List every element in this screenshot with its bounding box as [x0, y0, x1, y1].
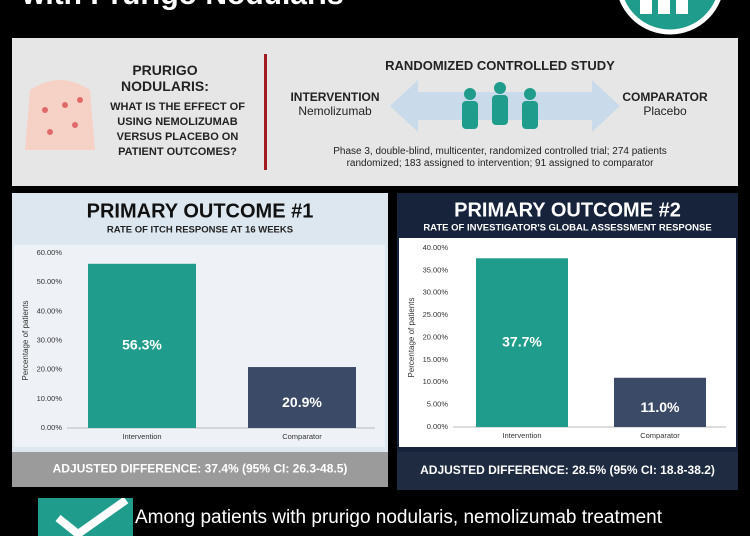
- y-tick-label: 5.00%: [427, 400, 449, 409]
- question-text: WHAT IS THE EFFECT OF USING NEMOLIZUMAB …: [110, 101, 245, 158]
- y-tick-label: 0.00%: [41, 423, 63, 432]
- conclusion: Among patients with prurigo nodularis, n…: [135, 507, 662, 528]
- study-title: RANDOMIZED CONTROLLED STUDY: [385, 58, 615, 73]
- body-icon: [25, 80, 95, 150]
- bar: [248, 367, 356, 428]
- y-tick-label: 10.00%: [37, 394, 63, 403]
- y-tick-label: 20.00%: [423, 332, 449, 341]
- y-tick-label: 0.00%: [427, 422, 449, 431]
- divider: [264, 54, 267, 170]
- page-title: with Prurigo Nodularis: [22, 0, 344, 12]
- y-tick-label: 30.00%: [423, 288, 449, 297]
- value-label: 37.7%: [502, 333, 542, 349]
- x-tick-label: Comparator: [640, 431, 680, 440]
- y-tick-label: 35.00%: [423, 265, 449, 274]
- value-label: 11.0%: [641, 399, 680, 415]
- y-tick-label: 40.00%: [37, 306, 63, 315]
- arrow: [390, 80, 620, 132]
- study-panel: [12, 38, 738, 186]
- y-axis-label: Percentage of patients: [21, 300, 30, 380]
- y-tick-label: 25.00%: [423, 310, 449, 319]
- chart-title: PRIMARY OUTCOME #1: [87, 200, 314, 222]
- y-tick-label: 20.00%: [37, 365, 63, 374]
- y-tick-label: 40.00%: [423, 243, 449, 252]
- comparator-label: COMPARATOR: [622, 90, 708, 104]
- x-tick-label: Comparator: [282, 432, 322, 441]
- intervention: Nemolizumab: [298, 104, 372, 118]
- question-topic: PRURIGO NODULARIS:: [121, 62, 209, 94]
- intervention-label: INTERVENTION: [290, 90, 380, 104]
- footer-bar: [397, 452, 738, 490]
- footer-text: ADJUSTED DIFFERENCE: 37.4% (95% CI: 26.3…: [53, 462, 348, 476]
- y-axis-label: Percentage of patients: [407, 297, 416, 377]
- y-tick-label: 10.00%: [423, 377, 449, 386]
- x-tick-label: Intervention: [122, 432, 161, 441]
- footer-text: ADJUSTED DIFFERENCE: 28.5% (95% CI: 18.8…: [420, 463, 715, 477]
- chart-subtitle: RATE OF ITCH RESPONSE AT 16 WEEKS: [107, 225, 293, 236]
- x-tick-label: Intervention: [502, 431, 541, 440]
- comparator: Placebo: [643, 104, 687, 118]
- value-label: 56.3%: [122, 337, 162, 353]
- study-design: Phase 3, double-blind, multicenter, rand…: [333, 146, 667, 169]
- y-tick-label: 50.00%: [37, 277, 63, 286]
- y-tick-label: 30.00%: [37, 335, 63, 344]
- chart-subtitle: RATE OF INVESTIGATOR'S GLOBAL ASSESSMENT…: [423, 223, 711, 234]
- check-icon: [38, 498, 133, 536]
- y-tick-label: 15.00%: [423, 355, 449, 364]
- value-label: 20.9%: [282, 394, 322, 410]
- y-tick-label: 60.00%: [37, 248, 63, 257]
- logo: [619, 0, 721, 35]
- chart-title: PRIMARY OUTCOME #2: [454, 199, 681, 221]
- bar: [614, 377, 706, 427]
- bar: [88, 263, 196, 428]
- footer-bar: [12, 452, 388, 487]
- bar: [476, 258, 568, 427]
